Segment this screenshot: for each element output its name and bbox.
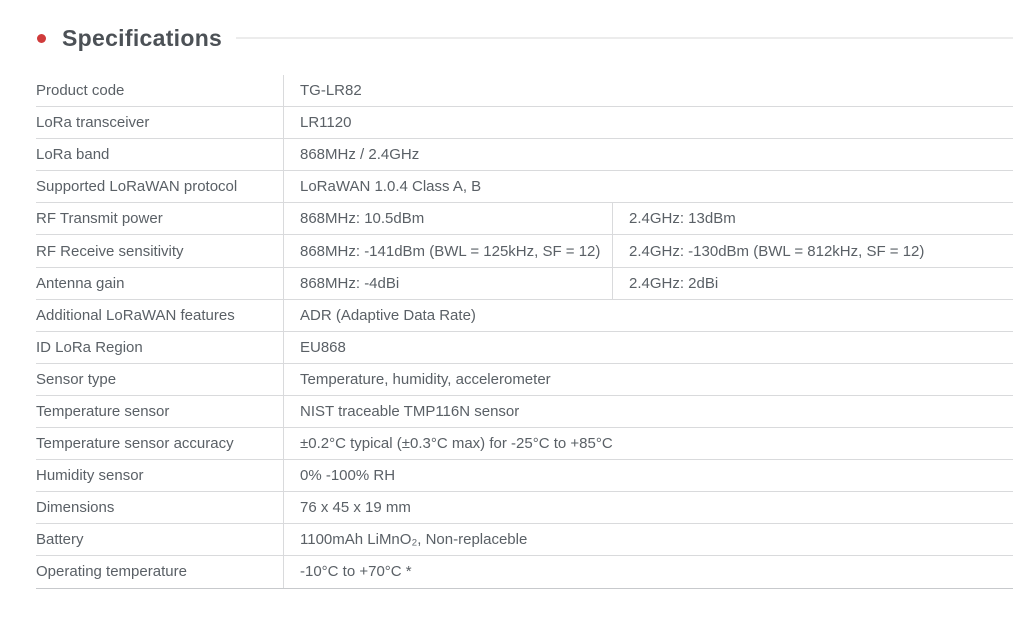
spec-table: Product code TG-LR82 LoRa transceiver LR112… bbox=[36, 75, 1013, 589]
table-row: Operating temperature -10°C to +70°C * bbox=[36, 556, 1013, 589]
table-row: Sensor type Temperature, humidity, accele… bbox=[36, 363, 1013, 396]
spec-value: -10°C to +70°C * bbox=[283, 556, 1013, 588]
table-row: Temperature sensor accuracy ±0.2°C typica… bbox=[36, 428, 1013, 461]
spec-label: Temperature sensor accuracy bbox=[36, 435, 234, 453]
spec-value: EU868 bbox=[283, 331, 1013, 363]
header-divider bbox=[236, 37, 1013, 39]
spec-value: 868MHz: -4dBi bbox=[283, 267, 612, 299]
spec-label: Operating temperature bbox=[36, 563, 187, 581]
spec-label: LoRa transceiver bbox=[36, 114, 150, 132]
spec-label: Additional LoRaWAN features bbox=[36, 306, 235, 324]
table-row: Additional LoRaWAN features ADR (Adaptive… bbox=[36, 299, 1013, 332]
table-row: LoRa band 868MHz / 2.4GHz bbox=[36, 139, 1013, 172]
spec-value: ±0.2°C typical (±0.3°C max) for -25°C to… bbox=[283, 428, 1013, 460]
spec-value: 868MHz: 10.5dBm bbox=[283, 203, 612, 235]
spec-label: RF Receive sensitivity bbox=[36, 242, 184, 260]
spec-value: ADR (Adaptive Data Rate) bbox=[283, 299, 1013, 331]
table-row: Product code TG-LR82 bbox=[36, 75, 1013, 108]
bullet-icon bbox=[37, 33, 46, 43]
spec-label: Battery bbox=[36, 531, 84, 549]
table-row: RF Receive sensitivity 868MHz: -141dBm (B… bbox=[36, 235, 1013, 268]
spec-value: Temperature, humidity, accelerometer bbox=[283, 363, 1013, 395]
spec-value: 1100mAh LiMnO₂, Non-replaceble bbox=[283, 524, 1013, 556]
spec-label: LoRa band bbox=[36, 146, 110, 164]
spec-label: Temperature sensor bbox=[36, 402, 170, 420]
table-row: RF Transmit power 868MHz: 10.5dBm 2.4GHz: … bbox=[36, 203, 1013, 236]
spec-value: 76 x 45 x 19 mm bbox=[283, 492, 1013, 524]
spec-value: LR1120 bbox=[283, 107, 1013, 139]
spec-value: 2.4GHz: 2dBi bbox=[612, 267, 1013, 299]
spec-label: ID LoRa Region bbox=[36, 338, 143, 356]
table-row: Battery 1100mAh LiMnO₂, Non-replaceble bbox=[36, 524, 1013, 557]
table-row: Supported LoRaWAN protocol LoRaWAN 1.0.4 … bbox=[36, 171, 1013, 204]
spec-value: 2.4GHz: -130dBm (BWL = 812kHz, SF = 12) bbox=[612, 235, 1013, 267]
table-row: LoRa transceiver LR1120 bbox=[36, 107, 1013, 140]
spec-value: 868MHz / 2.4GHz bbox=[283, 139, 1013, 171]
table-row: Temperature sensor NIST traceable TMP116N… bbox=[36, 395, 1013, 429]
spec-label: Antenna gain bbox=[36, 274, 125, 292]
spec-value: 2.4GHz: 13dBm bbox=[612, 203, 1013, 235]
table-row: ID LoRa Region EU868 bbox=[36, 331, 1013, 364]
spec-label: Product code bbox=[36, 82, 125, 100]
page-title: Specifications bbox=[62, 24, 223, 51]
section-header: Specifications bbox=[0, 0, 1013, 52]
spec-value: 0% -100% RH bbox=[283, 460, 1013, 492]
spec-label: Humidity sensor bbox=[36, 467, 144, 485]
spec-value: 868MHz: -141dBm (BWL = 125kHz, SF = 12) bbox=[283, 235, 612, 267]
spec-value: LoRaWAN 1.0.4 Class A, B bbox=[283, 171, 1013, 203]
table-row: Dimensions 76 x 45 x 19 mm bbox=[36, 492, 1013, 525]
table-row: Humidity sensor 0% -100% RH bbox=[36, 460, 1013, 493]
spec-value: NIST traceable TMP116N sensor bbox=[283, 395, 1013, 428]
spec-label: Sensor type bbox=[36, 370, 117, 388]
table-row: Antenna gain 868MHz: -4dBi 2.4GHz: 2dBi bbox=[36, 267, 1013, 300]
spec-label: Dimensions bbox=[36, 499, 115, 517]
spec-label: RF Transmit power bbox=[36, 210, 163, 228]
spec-label: Supported LoRaWAN protocol bbox=[36, 178, 238, 196]
spec-value: TG-LR82 bbox=[283, 75, 1013, 107]
